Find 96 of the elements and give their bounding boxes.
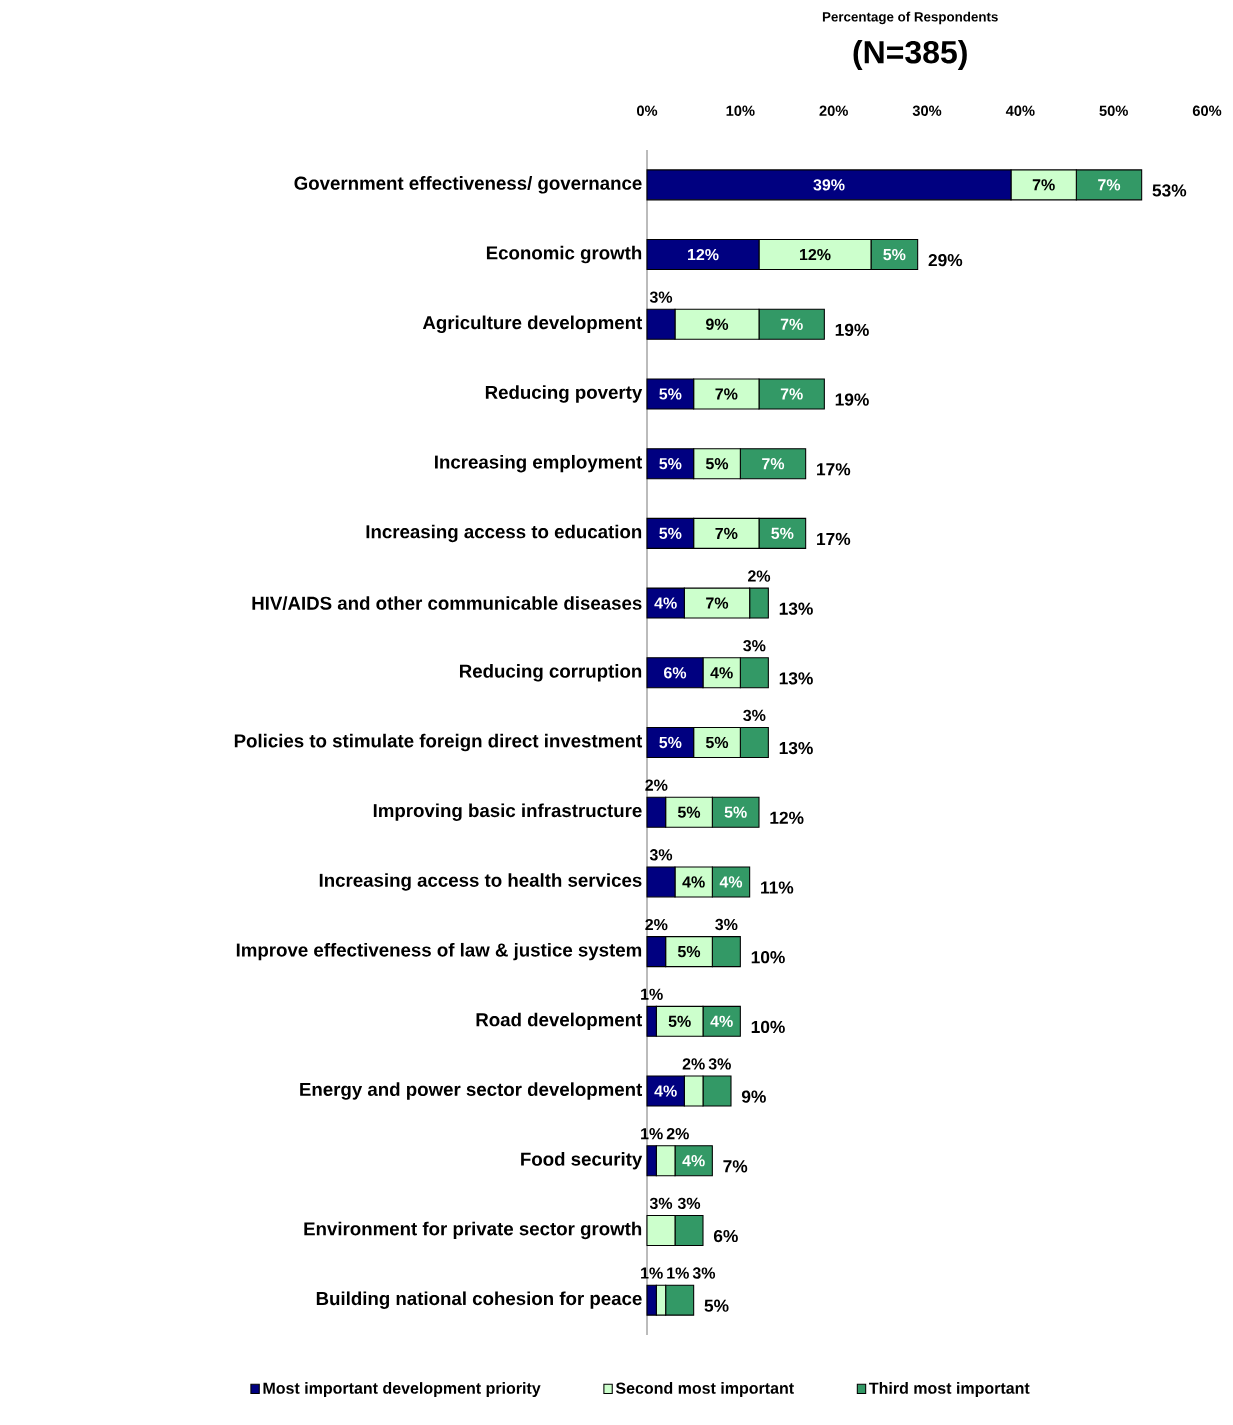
total-label: 6% <box>713 1229 738 1243</box>
data-label: 7% <box>780 318 803 330</box>
data-label: 7% <box>762 458 785 470</box>
y-tick-label: Policies to stimulate foreign direct investment <box>234 733 643 752</box>
data-label: 7% <box>1098 179 1121 191</box>
data-label: 4% <box>710 1015 733 1027</box>
data-label: 5% <box>705 736 729 749</box>
data-label: 4% <box>654 597 677 609</box>
data-label: 3% <box>649 1197 673 1210</box>
y-tick-label: Agriculture development <box>422 315 643 334</box>
data-label: 2% <box>682 1058 705 1070</box>
total-label: 29% <box>928 254 963 267</box>
y-tick-label: Road development <box>476 1012 643 1031</box>
chart-title: Percentage of Respondents <box>822 11 998 25</box>
data-label: 5% <box>705 458 729 470</box>
total-label: 19% <box>835 323 869 336</box>
y-tick-label: Reducing poverty <box>485 385 643 403</box>
y-tick-label: Improve effectiveness of law & justice system <box>236 942 642 961</box>
x-tick-label: 60% <box>1192 105 1222 116</box>
data-label: 12% <box>688 248 719 261</box>
data-label: 5% <box>659 458 682 470</box>
total-label: 13% <box>779 602 813 615</box>
data-label: 3% <box>649 849 673 861</box>
x-tick-label: 30% <box>912 105 942 116</box>
data-label: 1% <box>641 1267 663 1279</box>
x-tick-label: 20% <box>819 105 848 116</box>
total-label: 9% <box>741 1090 766 1103</box>
data-label: 4% <box>654 1085 677 1097</box>
data-label: 2% <box>748 570 771 582</box>
total-label: 12% <box>770 811 804 824</box>
data-label: 3% <box>677 1197 701 1210</box>
total-label: 13% <box>779 672 813 685</box>
y-tick-label: Increasing access to health services <box>319 873 642 891</box>
y-tick-label: Economic growth <box>486 245 642 264</box>
y-tick-label: Building national cohesion for peace <box>316 1291 642 1309</box>
y-tick-label: Environment for private sector growth <box>304 1221 642 1240</box>
total-label: 13% <box>779 741 813 755</box>
data-label: 7% <box>706 597 729 609</box>
data-label: 4% <box>682 1155 705 1167</box>
total-label: 17% <box>817 532 851 546</box>
data-label: 3% <box>649 291 673 303</box>
x-tick-label: 50% <box>1099 105 1128 116</box>
data-label: 1% <box>641 988 663 1000</box>
data-label: 4% <box>719 876 743 888</box>
data-label: 7% <box>1032 179 1055 191</box>
y-tick-label: Energy and power sector development <box>300 1082 643 1100</box>
total-label: 53% <box>1152 184 1187 197</box>
data-label: 5% <box>677 806 701 818</box>
data-label: 2% <box>645 918 668 931</box>
y-tick-label: HIV/AIDS and other communicable diseases <box>252 596 642 611</box>
total-label: 5% <box>704 1299 729 1312</box>
y-tick-label: Increasing access to education <box>366 524 642 543</box>
data-label: 5% <box>724 806 747 818</box>
total-label: 10% <box>751 1020 785 1034</box>
y-tick-label: Government effectiveness/ governance <box>294 176 642 194</box>
y-tick-label: Reducing corruption <box>459 664 642 682</box>
total-label: 17% <box>817 463 851 476</box>
data-label: 3% <box>743 709 766 722</box>
data-label: 6% <box>664 667 687 679</box>
data-label: 7% <box>780 388 803 400</box>
legend-label: Third most important <box>869 1382 1030 1398</box>
data-label: 5% <box>883 248 906 261</box>
data-label: 3% <box>743 640 766 652</box>
total-label: 11% <box>761 881 794 894</box>
data-label: 9% <box>706 318 729 330</box>
data-label: 1% <box>641 1128 663 1140</box>
data-label: 5% <box>677 945 701 958</box>
legend-label: Most important development priority <box>263 1382 541 1398</box>
data-label: 7% <box>715 388 738 400</box>
data-label: 3% <box>715 918 738 931</box>
data-label: 5% <box>659 527 682 540</box>
total-label: 19% <box>835 393 869 406</box>
x-tick-label: 10% <box>726 105 755 116</box>
data-label: 5% <box>668 1015 691 1027</box>
legend-label: Second most important <box>615 1382 794 1398</box>
data-label: 2% <box>666 1128 689 1140</box>
data-label: 39% <box>813 179 845 191</box>
data-label: 7% <box>715 527 738 539</box>
y-tick-label: Increasing employment <box>435 454 643 473</box>
data-label: 4% <box>682 876 705 888</box>
x-tick-label: 0% <box>636 105 658 116</box>
y-tick-label: Food security <box>521 1152 643 1170</box>
data-label: 1% <box>667 1267 689 1279</box>
data-label: 5% <box>659 736 682 749</box>
data-label: 12% <box>800 248 831 261</box>
chart-subtitle: (N=385) <box>853 40 967 70</box>
y-tick-label: Improving basic infrastructure <box>373 803 642 821</box>
data-label: 3% <box>692 1267 716 1279</box>
data-label: 5% <box>659 388 682 400</box>
data-label: 3% <box>708 1058 731 1070</box>
data-label: 4% <box>710 667 733 679</box>
data-label: 5% <box>771 527 794 540</box>
x-tick-label: 40% <box>1005 105 1035 116</box>
data-label: 2% <box>645 779 668 791</box>
total-label: 7% <box>723 1160 748 1173</box>
total-label: 10% <box>751 951 785 964</box>
